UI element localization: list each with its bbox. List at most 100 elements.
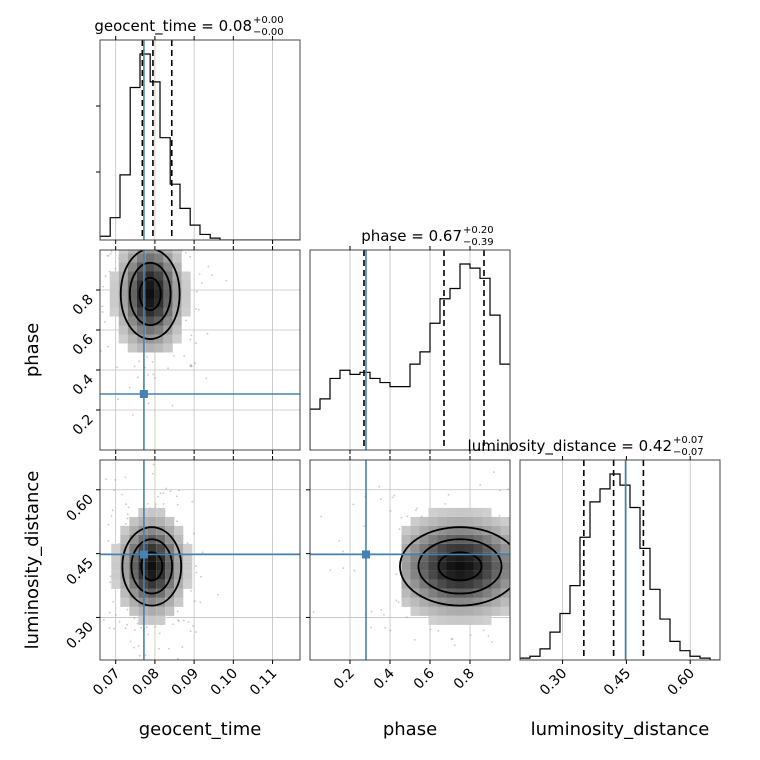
sample-point xyxy=(108,611,111,614)
sample-point xyxy=(555,565,557,567)
title-plus: +0.20 xyxy=(463,225,494,236)
density-cell xyxy=(446,552,456,562)
sample-point xyxy=(109,252,112,255)
density-cell xyxy=(129,516,139,526)
sample-point xyxy=(517,525,519,527)
density-cell xyxy=(410,516,420,526)
density-cell xyxy=(500,525,510,535)
sample-point xyxy=(590,585,592,587)
sample-point xyxy=(217,593,219,596)
density-cell xyxy=(464,543,474,553)
density-cell xyxy=(482,561,492,571)
truth-marker xyxy=(139,550,148,559)
density-cell xyxy=(118,280,128,290)
density-cell xyxy=(482,507,492,517)
density-layer xyxy=(312,471,592,647)
density-cell xyxy=(437,543,447,553)
density-cell xyxy=(165,570,175,580)
density-cell xyxy=(156,579,166,589)
x-axis-label: luminosity_distance xyxy=(531,719,710,740)
sample-point xyxy=(185,251,187,254)
sample-point xyxy=(167,647,170,650)
density-cell xyxy=(473,597,483,607)
title-text: luminosity_distance = 0.42 xyxy=(468,437,672,456)
sample-point xyxy=(128,386,131,389)
sample-point xyxy=(450,638,453,640)
sample-point xyxy=(541,577,543,579)
sample-point xyxy=(397,601,400,603)
y-tick-label: 0.8 xyxy=(70,292,97,319)
sample-point xyxy=(211,274,213,276)
sample-point xyxy=(499,489,501,491)
density-cell xyxy=(473,606,483,616)
sample-point xyxy=(147,503,150,505)
density-cell xyxy=(154,253,164,263)
density-cell xyxy=(509,570,510,580)
density-cell xyxy=(455,606,465,616)
density-cell xyxy=(419,552,429,562)
sample-point xyxy=(482,629,485,632)
density-cell xyxy=(154,289,164,299)
density-cell xyxy=(464,606,474,616)
contour xyxy=(121,526,183,607)
density-cell xyxy=(491,570,501,580)
sample-point xyxy=(189,365,192,368)
y-tick-label: 0.4 xyxy=(70,371,97,398)
sample-point xyxy=(406,515,409,518)
density-cell xyxy=(446,597,456,607)
density-layer xyxy=(100,215,228,416)
sample-point xyxy=(213,458,215,460)
density-cell xyxy=(491,561,501,571)
density-cell xyxy=(509,525,510,535)
sample-point xyxy=(176,610,179,613)
sample-point xyxy=(542,598,544,600)
density-cell xyxy=(446,543,456,553)
sample-point xyxy=(191,500,194,503)
density-cell xyxy=(163,280,173,290)
sample-point xyxy=(393,494,396,497)
density-cell xyxy=(455,507,465,517)
sample-point xyxy=(186,542,189,544)
sample-point xyxy=(195,308,197,310)
density-cell xyxy=(464,570,474,580)
sample-point xyxy=(121,493,124,496)
density-cell xyxy=(109,307,119,317)
density-layer xyxy=(100,458,219,660)
density-cell xyxy=(183,579,193,589)
contour xyxy=(130,538,174,595)
sample-point xyxy=(139,248,141,250)
density-cell xyxy=(109,271,119,281)
density-cell xyxy=(172,253,182,263)
density-cell xyxy=(419,606,429,616)
sample-point xyxy=(195,342,197,345)
sample-point xyxy=(113,489,115,491)
sample-point xyxy=(162,492,165,494)
density-cell xyxy=(455,516,465,526)
sample-point xyxy=(493,471,495,473)
density-cell xyxy=(473,615,483,625)
density-cell xyxy=(174,570,184,580)
title-luminosity_distance: luminosity_distance = 0.42 +0.07−0.07 xyxy=(468,435,704,458)
density-cell xyxy=(428,579,438,589)
sample-point xyxy=(201,551,204,554)
density-cell xyxy=(120,561,130,571)
density-cell xyxy=(120,525,130,535)
contour xyxy=(437,551,483,582)
sample-point xyxy=(187,621,190,623)
title-plus: +0.07 xyxy=(673,435,704,446)
sample-point xyxy=(169,490,172,492)
density-cell xyxy=(446,561,456,571)
density-cell xyxy=(118,250,128,254)
density-cell xyxy=(410,525,420,535)
sample-point xyxy=(155,503,157,505)
sample-point xyxy=(194,215,196,217)
density-cell xyxy=(111,579,121,589)
sample-point xyxy=(114,479,117,481)
sample-point xyxy=(395,573,398,576)
density-cell xyxy=(154,334,164,344)
density-cell xyxy=(174,534,184,544)
x-tick-label: 0.8 xyxy=(451,666,478,693)
sample-point xyxy=(176,657,179,660)
panel-geocent_time-vs-phase: 0.2 0.4 0.6 0.8 xyxy=(70,215,301,454)
density-cell xyxy=(437,570,447,580)
